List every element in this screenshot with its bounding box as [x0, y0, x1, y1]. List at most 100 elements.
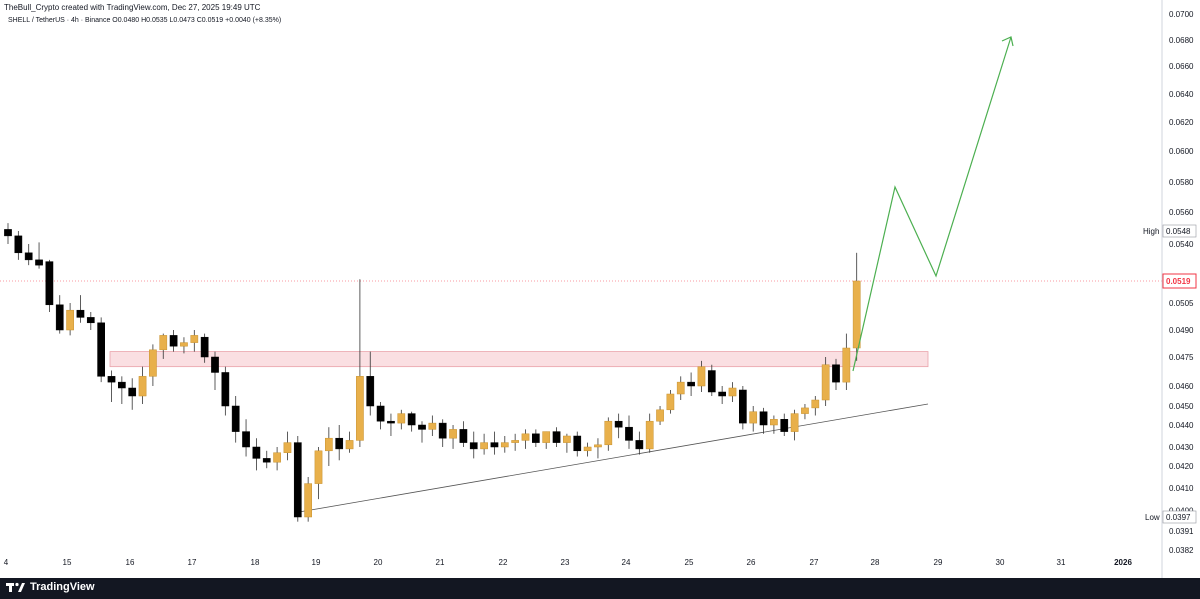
candle [583, 442, 592, 457]
price-tick-label: 0.0430 [1169, 443, 1194, 452]
candle [97, 317, 106, 383]
candle-body [687, 381, 695, 387]
candle [459, 421, 468, 447]
price-tick-label: 0.0382 [1169, 546, 1194, 555]
candle [314, 447, 323, 500]
chart-attribution: TheBull_Crypto created with TradingView.… [4, 3, 261, 12]
candle-body [376, 405, 385, 422]
price-tick-label: 0.0450 [1169, 402, 1194, 411]
candle [325, 427, 333, 466]
candle-body [283, 442, 292, 453]
projection-path [852, 36, 1014, 372]
candle [180, 337, 188, 354]
candle-body [66, 309, 74, 331]
candle-body [356, 376, 364, 441]
candle [345, 431, 354, 453]
candle-body [345, 440, 354, 450]
candle [635, 431, 644, 455]
tradingview-logo-icon [6, 582, 25, 592]
candle-body [76, 309, 85, 318]
candle-body [407, 413, 416, 426]
candle [801, 404, 809, 420]
candle [335, 425, 344, 461]
candle [387, 413, 395, 436]
candle [480, 433, 488, 455]
candle [532, 429, 540, 447]
candle-body [801, 407, 809, 414]
candle-body [149, 349, 157, 377]
candle [449, 425, 457, 449]
high-value-box [1162, 224, 1197, 238]
candle-body [211, 356, 219, 373]
time-tick-label: 17 [188, 558, 197, 567]
candle [542, 431, 551, 449]
candle [86, 312, 95, 330]
candle [428, 415, 437, 436]
candle [262, 450, 271, 469]
candle [418, 421, 426, 443]
candle [749, 406, 758, 432]
time-tick-label: 30 [996, 558, 1005, 567]
price-chart[interactable]: 0.0700 0.0680 0.0660 0.0640 0.0620 0.0600 0.05… [0, 0, 1200, 578]
candle [842, 333, 851, 390]
candle [159, 333, 168, 359]
candle-body [314, 450, 323, 484]
price-tick-label: 0.0420 [1169, 462, 1194, 471]
candle-body [573, 435, 582, 452]
candle-body [35, 259, 43, 266]
candle-body [418, 424, 426, 430]
candle [759, 407, 768, 434]
high-label: High [1143, 227, 1159, 236]
candle [666, 390, 675, 414]
low-value-box [1162, 510, 1197, 524]
candle-body [790, 413, 799, 432]
high-value: 0.0548 [1166, 227, 1191, 236]
time-tick-label: 26 [747, 558, 756, 567]
candle [376, 402, 385, 430]
candle [469, 431, 478, 459]
candle-body [231, 405, 240, 432]
candle [293, 436, 302, 522]
time-axis[interactable]: 4 15 16 17 18 19 20 21 22 23 24 25 26 27 28 29 30 31 2026 [0, 550, 1162, 567]
candle-body [542, 431, 551, 443]
candle [739, 386, 747, 430]
candle [656, 406, 664, 425]
candle-body [625, 426, 633, 441]
candle-body [449, 429, 457, 439]
candle-body [563, 435, 571, 443]
candle [190, 330, 199, 352]
candle-body [438, 422, 447, 439]
candle-body [770, 419, 778, 426]
price-tick-label: 0.0391 [1169, 527, 1194, 536]
candle [625, 415, 633, 449]
candle-body [55, 304, 64, 331]
time-tick-label: 28 [871, 558, 880, 567]
candle [138, 366, 147, 404]
low-label: Low [1145, 513, 1160, 522]
time-tick-label: 29 [934, 558, 943, 567]
candle [573, 431, 582, 457]
candle-body [221, 372, 230, 407]
candle-body [832, 364, 840, 383]
candle [128, 378, 137, 410]
candle-body [45, 261, 54, 306]
last-price-value: 0.0519 [1166, 277, 1191, 286]
candle-body [759, 411, 768, 426]
candle-body [97, 322, 106, 377]
price-tick-label: 0.0410 [1169, 484, 1194, 493]
candle [614, 413, 623, 439]
candle [521, 429, 530, 449]
candle-body [304, 483, 312, 518]
candle [552, 427, 561, 447]
candle [66, 303, 74, 336]
price-axis[interactable]: 0.0700 0.0680 0.0660 0.0640 0.0620 0.0600 0.05… [1143, 0, 1197, 578]
candle-body [169, 335, 178, 347]
candle [490, 431, 499, 455]
candle [55, 295, 64, 334]
tradingview-logo[interactable]: TradingView [6, 581, 95, 593]
time-tick-label: 24 [622, 558, 631, 567]
footer-bar: TradingView [0, 578, 1200, 599]
time-tick-label: 4 [4, 558, 9, 567]
candle [200, 333, 209, 363]
candle [697, 360, 706, 392]
